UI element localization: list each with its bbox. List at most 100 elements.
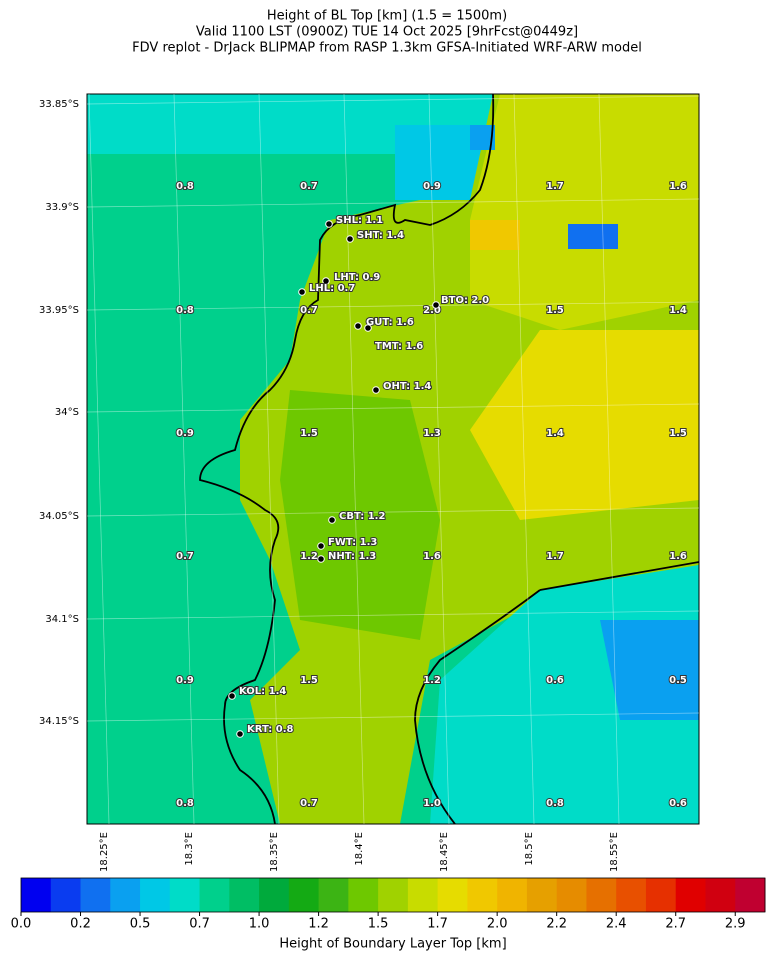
station-dot [328, 516, 336, 524]
station-label: BTO: 2.0 [441, 295, 489, 306]
colorbar-tick-label: 1.2 [308, 917, 329, 932]
grid-value: 1.6 [669, 551, 687, 562]
grid-value: 1.5 [300, 675, 318, 686]
lon-gridline [173, 93, 195, 825]
colorbar-swatch [497, 878, 528, 912]
grid-value: 1.3 [423, 428, 441, 439]
lon-label: 18.35°E [269, 832, 280, 872]
grid-value: 1.2 [300, 551, 318, 562]
colorbar-tick-label: 2.0 [487, 917, 508, 932]
station-label: GUT: 1.6 [366, 317, 414, 328]
colorbar-tick-label: 1.0 [249, 917, 270, 932]
grid-value: 0.8 [176, 798, 194, 809]
grid-value: 1.0 [423, 798, 441, 809]
station-dot [354, 322, 362, 330]
grid-value: 0.5 [669, 675, 687, 686]
grid-value: 1.6 [423, 551, 441, 562]
colorbar-tick-label: 0.5 [130, 917, 151, 932]
lat-label: 34.05°S [39, 511, 79, 522]
colorbar-swatch [735, 878, 766, 912]
colorbar-swatch [169, 878, 201, 912]
colorbar-swatch [407, 878, 439, 912]
lon-label: 18.3°E [184, 832, 195, 866]
colorbar-tick-label: 2.4 [606, 917, 627, 932]
station-label: SHL: 1.1 [336, 215, 383, 226]
map-field [87, 94, 699, 824]
colorbar-swatch [616, 878, 647, 912]
grid-value: 0.6 [546, 675, 564, 686]
colorbar-swatch [586, 878, 617, 912]
station-label: FWT: 1.3 [328, 537, 377, 548]
lat-label: 33.95°S [39, 305, 79, 316]
station-dot [236, 730, 244, 738]
map-frame [86, 93, 700, 825]
title-line: FDV replot - DrJack BLIPMAP from RASP 1.… [132, 41, 642, 56]
grid-value: 1.6 [669, 181, 687, 192]
colorbar-swatch [556, 878, 587, 912]
lon-gridline [343, 93, 365, 825]
colorbar-tick-label: 2.2 [546, 917, 567, 932]
lat-gridline [86, 403, 700, 413]
station-label: CBT: 1.2 [339, 511, 385, 522]
colorbar-swatch [110, 878, 141, 912]
grid-value: 0.7 [176, 551, 194, 562]
lat-gridline [86, 507, 700, 517]
colorbar-swatch [80, 878, 111, 912]
colorbar-frame [20, 877, 766, 913]
station-label: LHT: 0.9 [334, 272, 380, 283]
colorbar-tick-label: 0.2 [70, 917, 91, 932]
colorbar-tick-label: 0.7 [189, 917, 210, 932]
lon-label: 18.55°E [609, 832, 620, 872]
station-dot [298, 288, 306, 296]
colorbar-swatch [199, 878, 230, 912]
colorbar-swatch [526, 878, 558, 912]
station-dot [322, 277, 330, 285]
title-line: Height of BL Top [km] (1.5 = 1500m) [267, 9, 507, 24]
station-dot [325, 220, 333, 228]
grid-value: 0.8 [546, 798, 564, 809]
lat-gridline [86, 198, 700, 208]
station-dot [364, 324, 372, 332]
colorbar-swatch [437, 878, 468, 912]
colorbar-swatch [288, 878, 320, 912]
station-dot [432, 301, 440, 309]
lon-gridline [88, 93, 110, 825]
grid-value: 0.9 [176, 675, 194, 686]
colorbar-tick-label: 1.7 [427, 917, 448, 932]
lon-gridline [598, 93, 620, 825]
title-line: Valid 1100 LST (0900Z) TUE 14 Oct 2025 [… [196, 25, 578, 40]
grid-value: 0.7 [300, 305, 318, 316]
colorbar-swatch [675, 878, 706, 912]
colorbar-swatch [229, 878, 260, 912]
colorbar-tick-label: 2.9 [725, 917, 746, 932]
station-label: KRT: 0.8 [247, 724, 294, 735]
lon-label: 18.45°E [439, 832, 450, 872]
colorbar-swatch [21, 878, 52, 912]
colorbar-swatch [140, 878, 171, 912]
lat-label: 34°S [55, 407, 79, 418]
grid-value: 1.5 [300, 428, 318, 439]
colorbar-tick-label: 2.7 [665, 917, 686, 932]
lon-label: 18.5°E [524, 832, 535, 866]
station-label: OHT: 1.4 [383, 381, 431, 392]
colorbar-tick-label: 0.0 [11, 917, 32, 932]
station-label: TMT: 1.6 [375, 341, 423, 352]
lat-gridline [86, 610, 700, 620]
lat-label: 34.15°S [39, 716, 79, 727]
lat-label: 33.9°S [45, 202, 79, 213]
station-dot [317, 542, 325, 550]
colorbar-swatch [318, 878, 349, 912]
lon-gridline [258, 93, 280, 825]
station-dot [346, 235, 354, 243]
grid-value: 1.7 [546, 551, 564, 562]
grid-value: 0.8 [176, 181, 194, 192]
colorbar-swatch [645, 878, 677, 912]
station-label: SHT: 1.4 [357, 230, 404, 241]
grid-value: 1.2 [423, 675, 441, 686]
colorbar-swatch [705, 878, 736, 912]
lon-label: 18.25°E [99, 832, 110, 872]
lat-gridline [86, 301, 700, 311]
station-dot [317, 555, 325, 563]
grid-value: 0.8 [176, 305, 194, 316]
